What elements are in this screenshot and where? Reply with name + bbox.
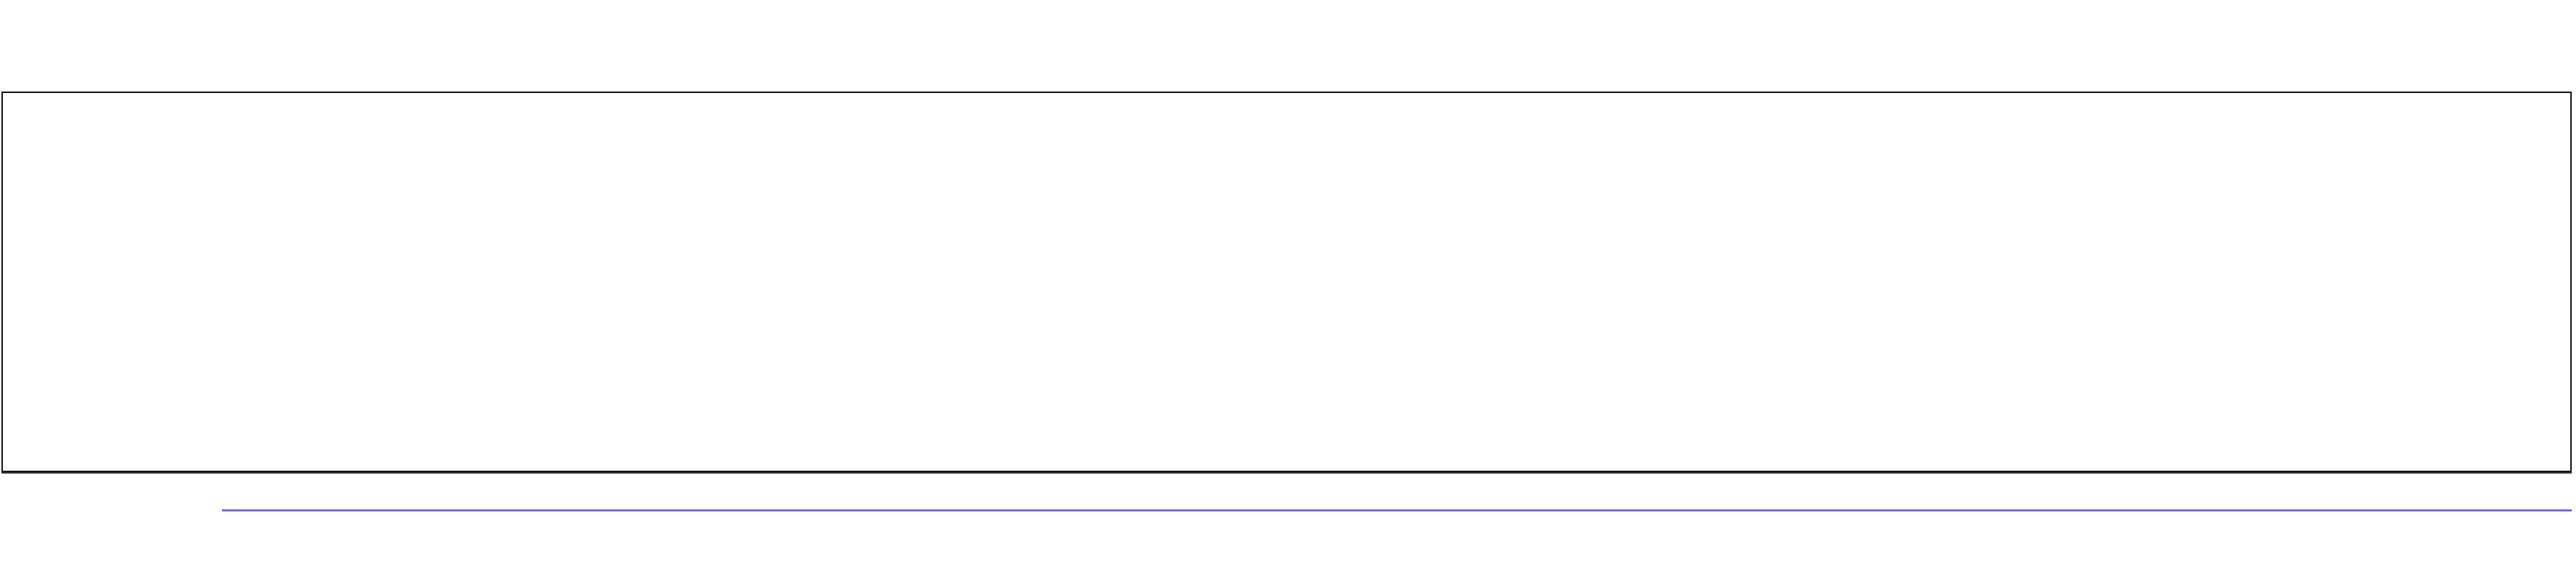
chromatin-interaction-arcs [0,0,2576,92]
axis-line [1,472,2572,474]
gene-row [0,538,2576,557]
gene-row [0,559,2576,578]
signal-track-panel [1,92,2572,472]
coordinate-axis [1,472,2572,505]
genome-browser [0,0,2576,535]
gwas-lead-snps-track [0,501,2576,516]
gwas-track-line [222,509,2572,511]
gene-row [0,516,2576,535]
